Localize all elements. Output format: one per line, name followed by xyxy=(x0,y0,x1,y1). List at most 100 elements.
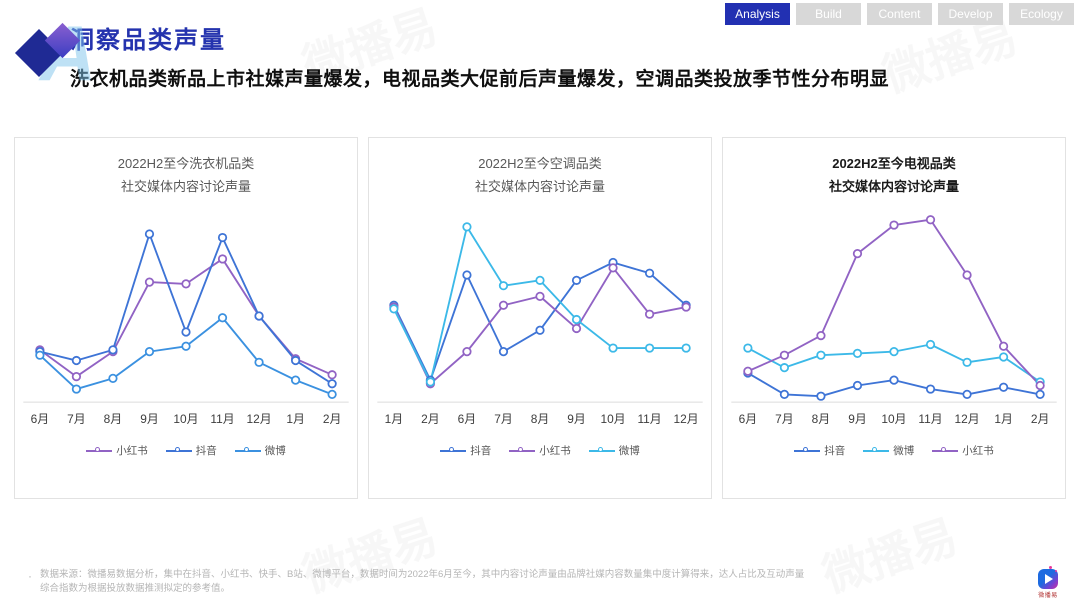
chart-title-line1: 2022H2至今空调品类 xyxy=(478,156,602,171)
chart-title: 2022H2至今空调品类 社交媒体内容讨论声量 xyxy=(369,152,711,199)
data-point-marker xyxy=(925,339,936,349)
data-point-marker xyxy=(889,375,899,385)
data-point-marker xyxy=(462,346,472,357)
data-point-marker xyxy=(779,350,790,360)
legend-marker-icon xyxy=(509,447,536,454)
tab-analysis[interactable]: Analysis xyxy=(725,3,790,25)
data-point-marker xyxy=(571,275,582,285)
data-point-marker xyxy=(644,343,655,353)
data-point-marker xyxy=(290,355,301,365)
legend-label: 抖音 xyxy=(470,445,492,458)
x-axis-label: 6月 xyxy=(739,412,758,426)
x-axis-label: 9月 xyxy=(848,412,867,426)
data-point-marker xyxy=(71,384,82,394)
data-point-marker xyxy=(608,263,618,273)
data-point-marker xyxy=(462,222,472,232)
data-point-marker xyxy=(571,314,582,324)
x-axis-label: 11月 xyxy=(918,412,942,426)
tab-ecology[interactable]: Ecology xyxy=(1009,3,1074,25)
data-point-marker xyxy=(925,214,936,225)
legend-label: 抖音 xyxy=(824,445,846,458)
x-axis-label: 9月 xyxy=(140,412,159,426)
data-point-marker xyxy=(889,346,899,357)
legend-label: 微博 xyxy=(618,445,640,458)
legend-item-小红书: 小红书 xyxy=(86,443,148,458)
data-point-marker xyxy=(816,391,826,401)
x-axis-label: 2月 xyxy=(323,412,342,426)
legend-marker-icon xyxy=(86,447,113,454)
data-point-marker xyxy=(852,348,863,358)
data-point-marker xyxy=(108,345,118,355)
chart-title: 2022H2至今洗衣机品类 社交媒体内容讨论声量 xyxy=(15,152,357,199)
data-point-marker xyxy=(681,343,691,353)
tab-develop[interactable]: Develop xyxy=(938,3,1003,25)
x-axis-label: 7月 xyxy=(775,412,794,426)
legend-item-小红书: 小红书 xyxy=(932,443,994,458)
data-point-marker xyxy=(998,341,1009,351)
data-point-marker xyxy=(181,327,191,337)
x-axis-label: 8月 xyxy=(531,412,550,426)
page-subtitle: 洗衣机品类新品上市社媒声量爆发，电视品类大促前后声量爆发，空调品类投放季节性分布… xyxy=(70,69,890,90)
data-source-note-line1: 数据来源：微播易数据分析，集中在抖音、小红书、快手、B站、微博平台，数据时间为2… xyxy=(40,569,805,581)
data-point-marker xyxy=(71,371,82,381)
dot-icon xyxy=(1049,566,1052,569)
tab-build[interactable]: Build xyxy=(796,3,861,25)
data-point-marker xyxy=(290,375,301,385)
legend-label: 微博 xyxy=(264,445,286,458)
legend-marker-icon xyxy=(863,447,890,454)
data-point-marker xyxy=(498,346,509,357)
legend-label: 小红书 xyxy=(962,445,994,458)
data-point-marker xyxy=(217,232,228,242)
data-point-marker xyxy=(181,279,191,289)
data-point-marker xyxy=(779,389,790,399)
data-point-marker xyxy=(144,229,155,239)
legend-marker-icon xyxy=(440,447,467,454)
data-point-marker xyxy=(144,277,155,287)
data-point-marker xyxy=(71,355,82,365)
x-axis-label: 10月 xyxy=(173,412,198,426)
chart-title-line2: 社交媒体内容讨论声量 xyxy=(120,179,251,195)
data-point-marker xyxy=(35,350,45,360)
chart-legend: 抖音 微博 小红书 xyxy=(723,443,1065,458)
data-point-marker xyxy=(389,304,399,314)
chart-title-line2: 社交媒体内容讨论声量 xyxy=(474,179,605,195)
x-axis-label: 6月 xyxy=(458,412,477,426)
legend-marker-icon xyxy=(794,447,821,454)
legend-item-抖音: 抖音 xyxy=(165,443,217,458)
data-point-marker xyxy=(425,377,436,387)
chart-plot: 6月 7月 8月 9月 10月 11月 12月 1月 2月 xyxy=(23,229,349,426)
company-logo: 微播易 xyxy=(1028,566,1068,599)
data-point-marker xyxy=(327,389,337,399)
x-axis-label: 11月 xyxy=(637,412,661,426)
data-point-marker xyxy=(852,248,863,258)
data-point-marker xyxy=(816,330,826,340)
x-axis-label: 11月 xyxy=(210,412,234,426)
chart-title-line1: 2022H2至今洗衣机品类 xyxy=(117,156,255,171)
data-point-marker xyxy=(108,373,118,383)
dot-icon xyxy=(1055,570,1057,572)
data-point-marker xyxy=(254,311,264,321)
data-point-marker xyxy=(962,357,972,367)
x-axis-label: 9月 xyxy=(567,412,586,426)
chart-title: 2022H2至今电视品类 社交媒体内容讨论声量 xyxy=(723,152,1065,199)
legend-marker-icon xyxy=(165,447,192,454)
tab-content[interactable]: Content xyxy=(867,3,932,25)
chart-title-line2: 社交媒体内容讨论声量 xyxy=(828,179,959,195)
x-axis-label: 8月 xyxy=(812,412,831,426)
legend-item-微博: 微博 xyxy=(234,443,286,458)
legend-label: 小红书 xyxy=(116,445,148,458)
legend-label: 微博 xyxy=(893,445,915,458)
data-point-marker xyxy=(681,302,691,312)
data-point-marker xyxy=(779,362,790,373)
x-axis-label: 10月 xyxy=(600,412,625,426)
x-axis-label: 8月 xyxy=(104,412,123,426)
data-point-marker xyxy=(535,275,545,285)
legend-marker-icon xyxy=(588,447,615,454)
data-point-marker xyxy=(962,389,972,399)
chart-panel-air-conditioner: 2022H2至今空调品类 社交媒体内容讨论声量 1月 2月 6月 7月 8月 9月 10月 1… xyxy=(368,137,712,499)
header: A 洞察品类声量 洗衣机品类新品上市社媒声量爆发，电视品类大促前后声量爆发，空调… xyxy=(14,14,1070,92)
chart-panel-tv: 2022H2至今电视品类 社交媒体内容讨论声量 6月 7月 8月 9月 10月 11月 12… xyxy=(722,137,1066,499)
data-point-marker xyxy=(816,350,826,360)
x-axis-label: 2月 xyxy=(1031,412,1050,426)
